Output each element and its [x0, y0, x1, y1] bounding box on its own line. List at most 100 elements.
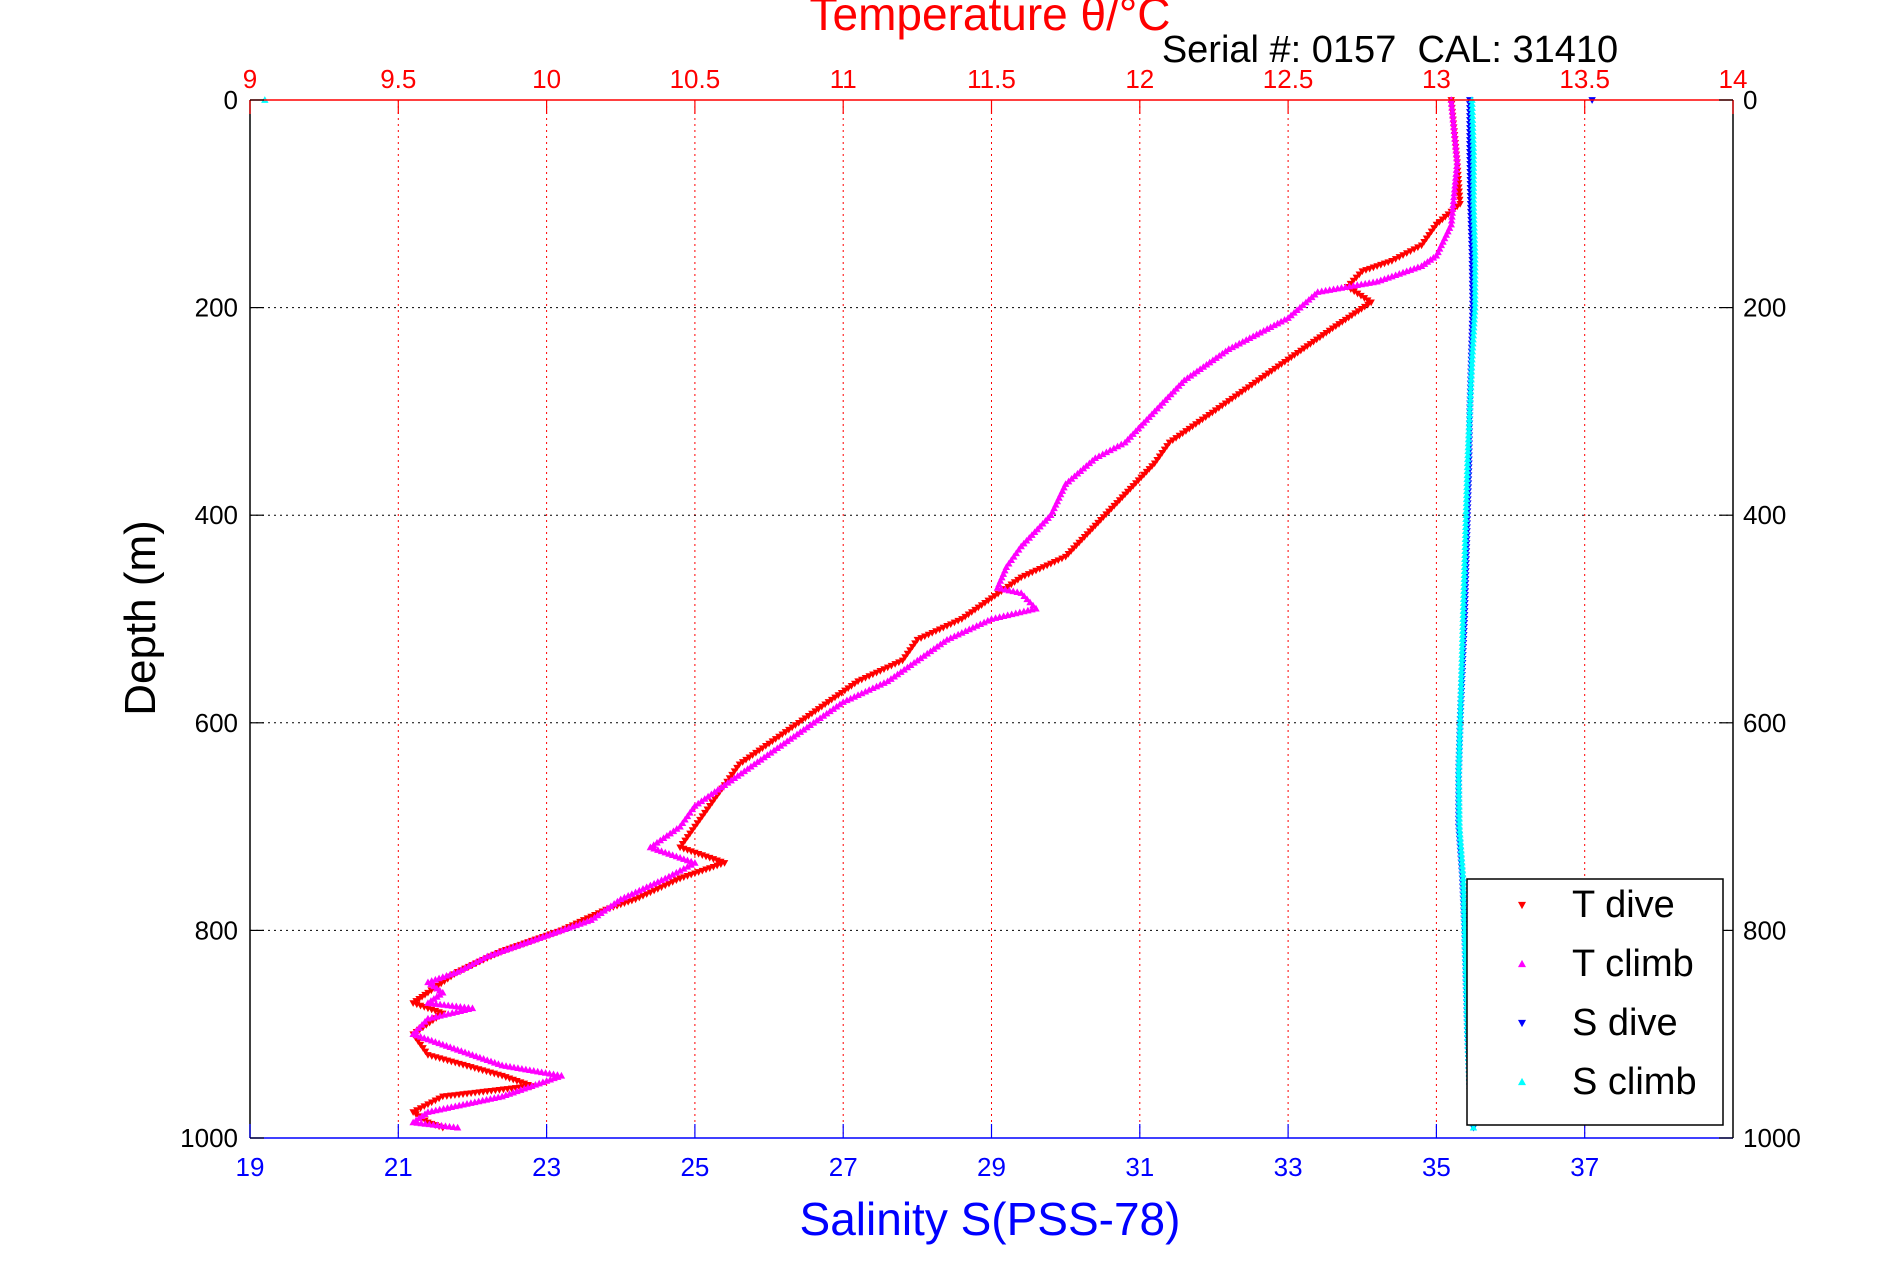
data-point [554, 927, 562, 935]
data-point [583, 917, 592, 925]
data-point [542, 1077, 551, 1084]
legend: T dive T climb S dive S climb [1466, 878, 1724, 1126]
data-point [524, 938, 532, 945]
data-point [524, 1083, 532, 1091]
data-point [487, 1057, 495, 1065]
data-point [930, 645, 938, 652]
data-point [1293, 306, 1301, 314]
data-point [546, 1075, 555, 1083]
data-point [706, 802, 714, 810]
data-point [1199, 363, 1208, 370]
data-point [1270, 321, 1278, 329]
data-point [440, 1011, 448, 1018]
data-point [1076, 467, 1085, 474]
data-point [1305, 295, 1313, 303]
data-point [418, 1021, 426, 1028]
data-point [999, 612, 1008, 620]
data-point [1469, 1123, 1478, 1131]
chart-title: Temperature θ/°C [810, 0, 1171, 40]
data-point [654, 846, 662, 853]
data-point [783, 737, 791, 745]
data-point [435, 974, 443, 982]
data-point [786, 735, 795, 742]
data-point [424, 1014, 432, 1022]
data-point [936, 640, 945, 648]
data-point [479, 954, 488, 962]
left-axis-tick-label: 1000 [180, 1123, 238, 1153]
top-axis-tick-label: 12 [1125, 64, 1154, 94]
bottom-axis-tick-label: 19 [236, 1152, 265, 1182]
data-point [920, 652, 928, 659]
data-point [669, 827, 678, 835]
data-point [653, 838, 661, 846]
data-point [1377, 276, 1385, 284]
data-point [865, 686, 873, 693]
data-point [911, 640, 919, 648]
data-point [1064, 477, 1073, 485]
data-point [691, 859, 699, 866]
grid [250, 100, 1733, 1138]
data-point [486, 1095, 495, 1102]
plot-area [261, 96, 1596, 1132]
data-point [1380, 275, 1389, 282]
data-point [665, 850, 673, 857]
data-point [829, 705, 838, 712]
data-point [419, 1045, 427, 1052]
series-t-climb [409, 96, 1461, 1131]
data-point [476, 1053, 484, 1061]
data-point [724, 778, 732, 786]
left-axis-tick-label: 600 [195, 708, 238, 738]
data-point [943, 635, 951, 643]
data-point [450, 969, 458, 977]
bottom-axis-tick-label: 25 [680, 1152, 709, 1182]
data-point [450, 1044, 458, 1052]
data-point [1456, 196, 1464, 204]
legend-label: T climb [1572, 943, 1694, 985]
axis-labels: Temperature θ/°C Serial #: 0157 CAL: 314… [116, 0, 1618, 1245]
data-point [1225, 345, 1233, 352]
data-point [435, 1039, 443, 1047]
data-point [1070, 472, 1079, 480]
data-point [743, 765, 752, 772]
right-axis-tick-label: 400 [1743, 500, 1786, 530]
data-point [861, 687, 870, 695]
data-point [1384, 273, 1392, 281]
data-point [498, 1092, 506, 1100]
data-point [991, 614, 1000, 621]
data-point [431, 1038, 440, 1045]
data-point [1193, 367, 1201, 375]
data-point [1155, 453, 1164, 461]
data-point [451, 1102, 459, 1110]
data-point [770, 746, 778, 754]
data-point [453, 1045, 462, 1053]
data-point [819, 712, 828, 719]
chart-subtitle: Serial #: 0157 CAL: 31410 [1162, 29, 1618, 71]
data-point [683, 863, 692, 870]
data-point [793, 730, 801, 738]
data-point [502, 946, 510, 953]
data-point [697, 797, 706, 805]
data-point [663, 832, 671, 839]
data-point [639, 885, 647, 892]
data-point [1005, 586, 1014, 594]
data-point [448, 1009, 456, 1016]
data-point [472, 1052, 480, 1060]
data-point [409, 1030, 417, 1038]
data-point [969, 623, 977, 631]
data-point [483, 1056, 491, 1064]
right-axis-tick-label: 200 [1743, 293, 1786, 323]
data-point [823, 709, 831, 717]
data-point [1280, 315, 1289, 323]
data-point [1013, 588, 1021, 596]
data-point [1095, 452, 1103, 460]
data-point [735, 761, 744, 769]
data-point [624, 891, 632, 899]
data-point [681, 837, 689, 845]
data-point [646, 843, 655, 851]
data-point [688, 805, 697, 813]
data-point [1102, 448, 1111, 456]
data-point [704, 792, 712, 800]
data-point [650, 879, 658, 887]
data-point [587, 916, 595, 923]
